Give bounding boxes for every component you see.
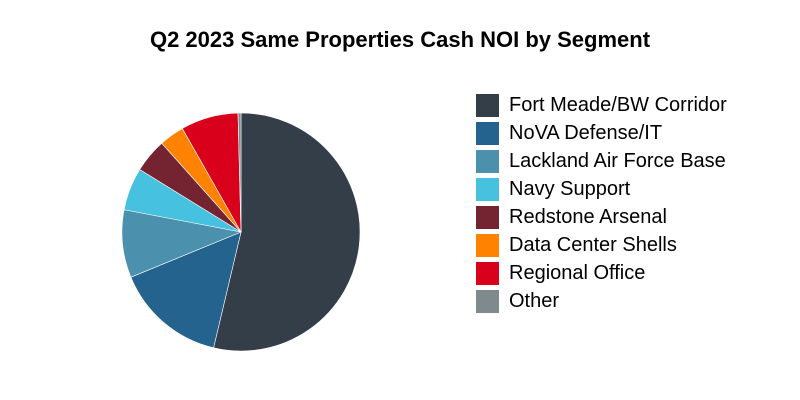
legend-label: Regional Office [509,261,646,284]
legend-label: NoVA Defense/IT [509,121,663,144]
legend-item: Redstone Arsenal [476,203,727,231]
legend-item: Regional Office [476,259,727,287]
legend-item: Fort Meade/BW Corridor [476,91,727,119]
legend-swatch [476,177,499,201]
legend-swatch [476,149,499,173]
legend-label: Data Center Shells [509,233,677,256]
legend-item: Other [476,287,727,315]
pie-slice-other [237,112,242,233]
legend-swatch [476,205,499,229]
legend-item: Lackland Air Force Base [476,147,727,175]
legend-swatch [476,233,499,257]
legend-swatch [476,121,499,145]
legend-label: Lackland Air Force Base [509,149,726,172]
legend-label: Redstone Arsenal [509,205,667,228]
chart-title: Q2 2023 Same Properties Cash NOI by Segm… [149,27,651,52]
legend-item: NoVA Defense/IT [476,119,727,147]
legend-swatch [476,261,499,285]
legend: Fort Meade/BW Corridor NoVA Defense/IT Lac… [476,91,727,315]
legend-swatch [476,289,499,313]
legend-label: Other [509,289,560,312]
legend-label: Navy Support [509,177,631,200]
legend-item: Data Center Shells [476,231,727,259]
pie-slice-fort-meade-bw-corridor [213,112,361,352]
pie-slice-nova-defense-it [130,231,242,349]
legend-swatch [476,93,499,117]
legend-item: Navy Support [476,175,727,203]
legend-label: Fort Meade/BW Corridor [509,93,727,116]
